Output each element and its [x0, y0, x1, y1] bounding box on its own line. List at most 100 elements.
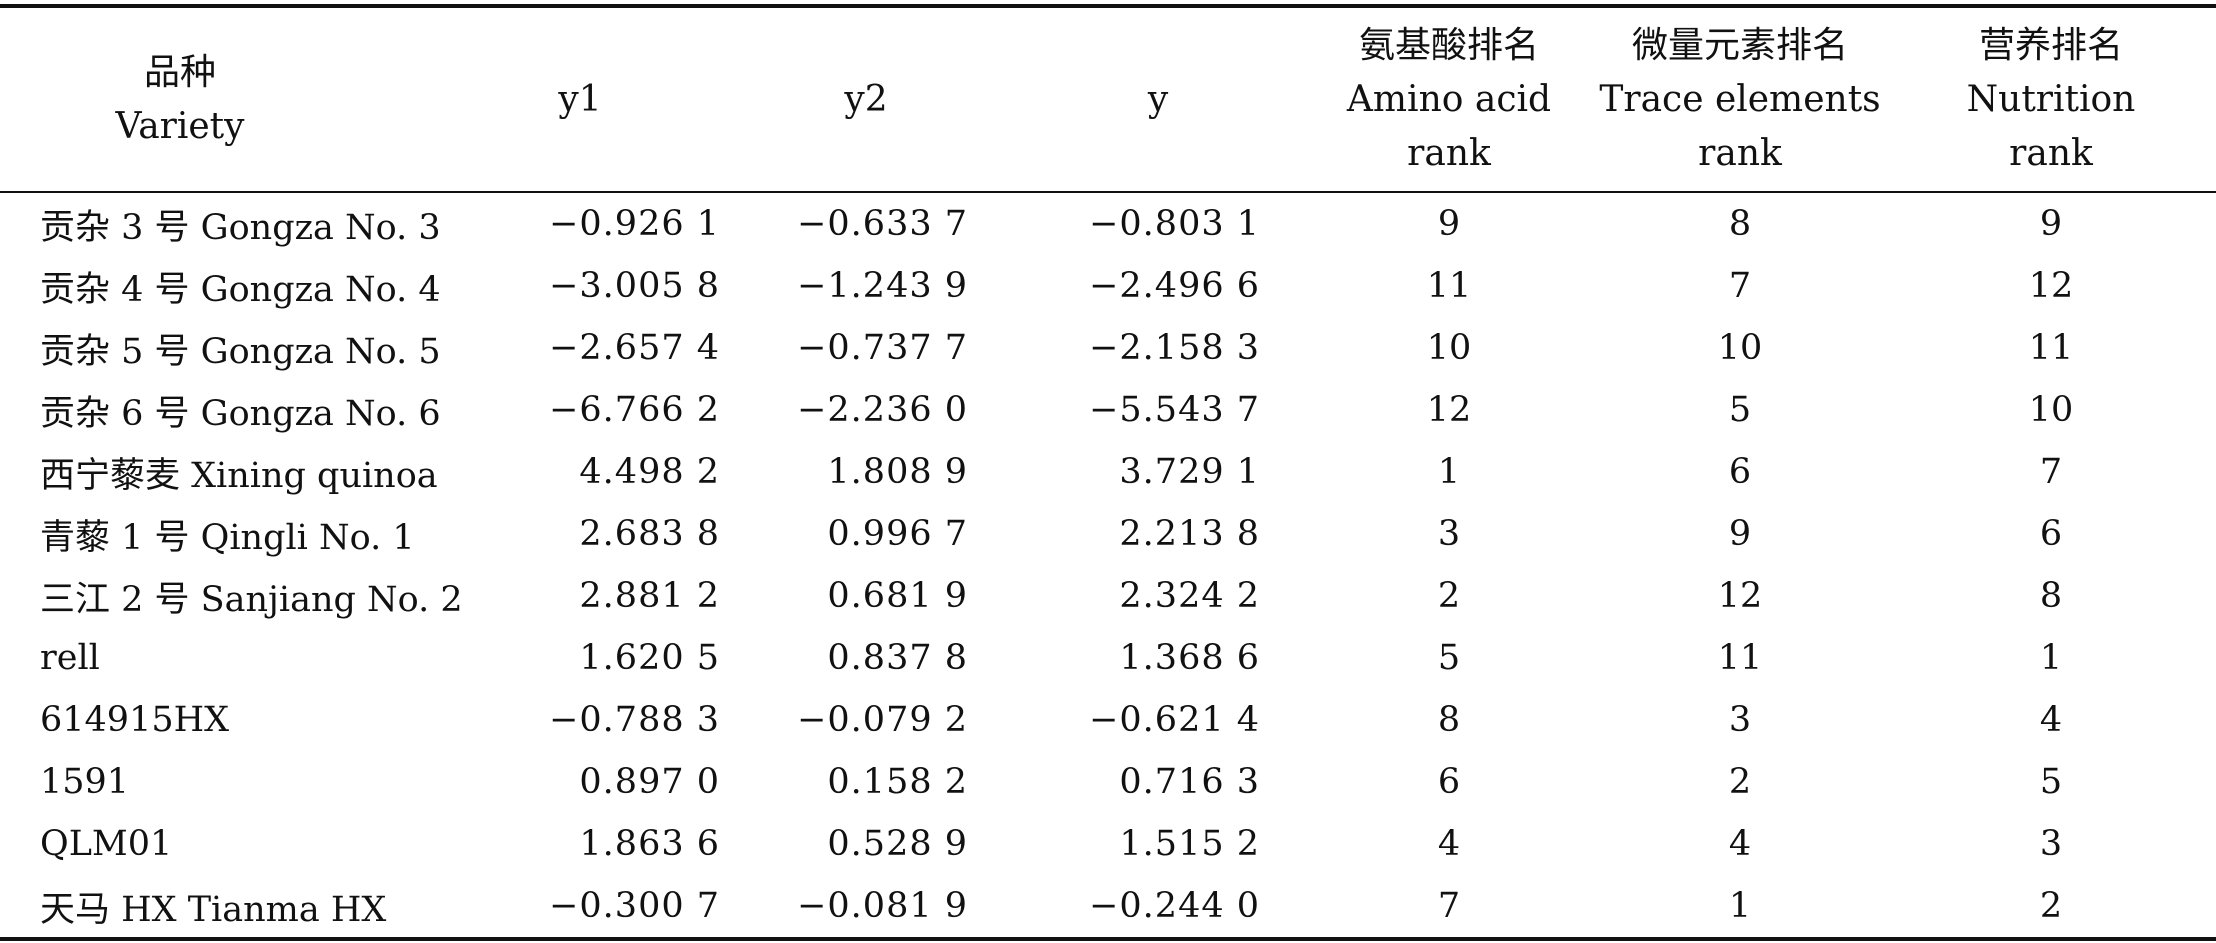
ranking-table: 品种 Variety y1 y2 y 氨基酸排名 Amino acid rank [0, 4, 2216, 941]
cell-y1: 4.498 2 [470, 441, 720, 503]
table-row: QLM01 1.863 6 0.528 9 1.515 2 4 4 3 [0, 813, 2216, 875]
cell-trace-rank: 8 [1728, 204, 1752, 244]
cell-y2: 1.808 9 [720, 441, 1012, 503]
cell-nutrition-rank: 4 [2039, 700, 2063, 740]
cell-y2: −0.633 7 [720, 192, 1012, 255]
table-body: 贡杂 3 号 Gongza No. 3 −0.926 1 −0.633 7 −0.80… [0, 192, 2216, 939]
cell-y2: −0.079 2 [720, 689, 1012, 751]
cell-variety: QLM01 [40, 824, 173, 864]
cell-variety: 天马 HX Tianma HX [40, 889, 387, 930]
cell-y2-value: −1.243 9 [797, 266, 968, 306]
cell-nutrition-rank: 8 [2039, 576, 2063, 616]
cell-y-value: −5.543 7 [1089, 390, 1260, 430]
table-row: 1591 0.897 0 0.158 2 0.716 3 6 2 5 [0, 751, 2216, 813]
cell-y: −0.621 4 [1012, 689, 1304, 751]
cell-nutrition-rank: 5 [2039, 762, 2063, 802]
header-y2: y2 [720, 6, 1012, 192]
header-nutrition-rank-word: rank [2009, 132, 2093, 174]
cell-trace-rank: 1 [1728, 886, 1752, 926]
cell-nutrition-rank: 1 [2039, 638, 2063, 678]
cell-y2: 0.996 7 [720, 503, 1012, 565]
cell-nutrition-rank: 7 [2039, 452, 2063, 492]
cell-variety: 贡杂 3 号 Gongza No. 3 [40, 207, 441, 248]
cell-trace-rank: 3 [1728, 700, 1752, 740]
cell-y1: −6.766 2 [470, 379, 720, 441]
cell-y1-value: 1.620 5 [579, 638, 720, 678]
cell-y1-value: −2.657 4 [549, 328, 720, 368]
cell-y1-value: 0.897 0 [579, 762, 720, 802]
cell-y2: 0.528 9 [720, 813, 1012, 875]
cell-y2: 0.681 9 [720, 565, 1012, 627]
cell-y-value: −0.803 1 [1089, 204, 1260, 244]
cell-y1-value: 1.863 6 [579, 824, 720, 864]
cell-y2-value: −2.236 0 [797, 390, 968, 430]
cell-y1: −3.005 8 [470, 255, 720, 317]
cell-amino-rank: 12 [1426, 390, 1472, 430]
table-row: 天马 HX Tianma HX −0.300 7 −0.081 9 −0.244 0 7… [0, 875, 2216, 939]
cell-y2-value: −0.079 2 [797, 700, 968, 740]
cell-y: 0.716 3 [1012, 751, 1304, 813]
header-trace-rank-en: Trace elements [1599, 78, 1881, 120]
header-variety-en: Variety [115, 105, 245, 147]
table-row: 贡杂 4 号 Gongza No. 4 −3.005 8 −1.243 9 −2.49… [0, 255, 2216, 317]
cell-y1: 2.683 8 [470, 503, 720, 565]
cell-trace-rank: 6 [1728, 452, 1752, 492]
cell-amino-rank: 9 [1437, 204, 1461, 244]
cell-y-value: 3.729 1 [1119, 452, 1260, 492]
cell-y1: −0.300 7 [470, 875, 720, 939]
cell-trace-rank: 12 [1717, 576, 1763, 616]
cell-y1-value: 2.881 2 [579, 576, 720, 616]
cell-y1: 1.620 5 [470, 627, 720, 689]
header-amino-rank: 氨基酸排名 Amino acid rank [1304, 6, 1594, 192]
header-row: 品种 Variety y1 y2 y 氨基酸排名 Amino acid rank [0, 6, 2216, 192]
cell-amino-rank: 7 [1437, 886, 1461, 926]
cell-y-value: −2.496 6 [1089, 266, 1260, 306]
cell-y1: −0.926 1 [470, 192, 720, 255]
cell-y1: −2.657 4 [470, 317, 720, 379]
cell-y-value: 2.213 8 [1119, 514, 1260, 554]
header-y2-label: y2 [844, 78, 888, 120]
cell-y: −0.803 1 [1012, 192, 1304, 255]
cell-amino-rank: 5 [1437, 638, 1461, 678]
cell-y-value: 1.515 2 [1119, 824, 1260, 864]
cell-y-value: −2.158 3 [1089, 328, 1260, 368]
cell-y1: −0.788 3 [470, 689, 720, 751]
cell-y1-value: −0.926 1 [549, 204, 720, 244]
table-row: rell 1.620 5 0.837 8 1.368 6 5 11 1 [0, 627, 2216, 689]
table-row: 西宁藜麦 Xining quinoa 4.498 2 1.808 9 3.729 1 1… [0, 441, 2216, 503]
cell-y2-value: 0.837 8 [827, 638, 968, 678]
cell-variety: 614915HX [40, 700, 230, 740]
cell-y2-value: −0.633 7 [797, 204, 968, 244]
header-variety: 品种 Variety [0, 6, 470, 192]
table-row: 贡杂 6 号 Gongza No. 6 −6.766 2 −2.236 0 −5.54… [0, 379, 2216, 441]
cell-nutrition-rank: 3 [2039, 824, 2063, 864]
cell-y2-value: −0.737 7 [797, 328, 968, 368]
table-row: 青藜 1 号 Qingli No. 1 2.683 8 0.996 7 2.213 8… [0, 503, 2216, 565]
cell-y2-value: 0.528 9 [827, 824, 968, 864]
cell-y1-value: −3.005 8 [549, 266, 720, 306]
cell-amino-rank: 1 [1437, 452, 1461, 492]
cell-y1-value: −0.300 7 [549, 886, 720, 926]
cell-variety: 贡杂 6 号 Gongza No. 6 [40, 393, 441, 434]
header-trace-rank: 微量元素排名 Trace elements rank [1594, 6, 1886, 192]
cell-y2-value: 0.681 9 [827, 576, 968, 616]
cell-y2-value: 1.808 9 [827, 452, 968, 492]
cell-nutrition-rank: 10 [2028, 390, 2074, 430]
cell-amino-rank: 10 [1426, 328, 1472, 368]
cell-y1-value: −6.766 2 [549, 390, 720, 430]
cell-y2-value: 0.158 2 [827, 762, 968, 802]
cell-y: 3.729 1 [1012, 441, 1304, 503]
cell-y-value: −0.621 4 [1089, 700, 1260, 740]
cell-trace-rank: 7 [1728, 266, 1752, 306]
cell-amino-rank: 8 [1437, 700, 1461, 740]
cell-nutrition-rank: 6 [2039, 514, 2063, 554]
table-header: 品种 Variety y1 y2 y 氨基酸排名 Amino acid rank [0, 6, 2216, 192]
cell-amino-rank: 3 [1437, 514, 1461, 554]
cell-y-value: 2.324 2 [1119, 576, 1260, 616]
cell-y: −2.496 6 [1012, 255, 1304, 317]
table-row: 贡杂 3 号 Gongza No. 3 −0.926 1 −0.633 7 −0.80… [0, 192, 2216, 255]
cell-y1-value: 4.498 2 [579, 452, 720, 492]
table-row: 贡杂 5 号 Gongza No. 5 −2.657 4 −0.737 7 −2.15… [0, 317, 2216, 379]
header-trace-rank-zh: 微量元素排名 [1631, 24, 1848, 66]
